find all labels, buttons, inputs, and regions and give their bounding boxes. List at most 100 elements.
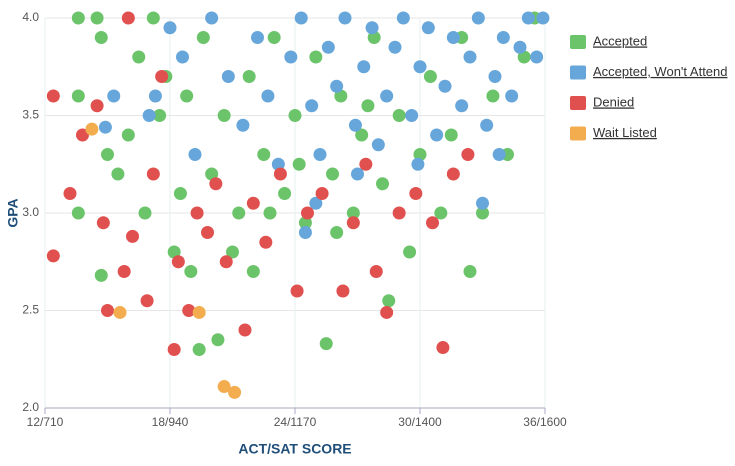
point — [413, 148, 427, 161]
point — [392, 206, 406, 220]
point — [446, 31, 460, 44]
point — [309, 50, 323, 64]
point — [190, 206, 204, 220]
point — [138, 206, 152, 220]
point — [257, 148, 271, 161]
y-tick-label: 3.0 — [22, 205, 39, 219]
point — [182, 304, 196, 317]
point — [90, 11, 104, 25]
y-tick-label: 2.5 — [22, 303, 39, 317]
point — [246, 265, 260, 278]
point — [476, 206, 489, 220]
point — [367, 31, 381, 44]
point — [267, 31, 281, 44]
point — [153, 109, 167, 122]
point — [238, 323, 252, 337]
point — [405, 109, 419, 122]
point — [461, 148, 475, 161]
point — [438, 79, 452, 93]
point — [371, 138, 385, 152]
point — [346, 206, 360, 220]
point — [126, 229, 139, 243]
point — [380, 305, 394, 319]
point — [196, 31, 210, 44]
point — [292, 157, 306, 171]
point — [294, 11, 308, 25]
point — [176, 50, 189, 64]
point — [71, 11, 85, 25]
point — [305, 99, 319, 113]
point — [219, 255, 233, 269]
point — [284, 50, 298, 64]
point — [201, 226, 214, 239]
point — [321, 40, 335, 54]
point — [298, 226, 312, 239]
point — [146, 167, 160, 181]
point — [236, 118, 250, 132]
point — [188, 148, 202, 161]
point — [348, 118, 362, 132]
point — [392, 109, 406, 122]
point — [98, 120, 112, 134]
point — [167, 343, 181, 356]
y-tick-label: 3.5 — [22, 108, 39, 122]
point — [71, 206, 85, 220]
point — [288, 109, 302, 122]
point — [146, 11, 160, 25]
point — [121, 128, 135, 142]
point — [380, 89, 394, 103]
legend-swatch[interactable] — [570, 35, 586, 49]
legend-label[interactable]: Accepted — [593, 33, 647, 48]
point — [365, 21, 379, 35]
point — [315, 187, 329, 200]
point — [513, 40, 527, 54]
point — [376, 177, 389, 191]
legend-swatch[interactable] — [570, 65, 586, 80]
point — [421, 21, 435, 35]
point — [132, 50, 146, 64]
x-tick-label: 12/710 — [27, 415, 64, 429]
legend-swatch[interactable] — [570, 126, 586, 141]
point — [313, 148, 327, 161]
point — [298, 216, 312, 230]
point — [111, 167, 125, 181]
point — [113, 305, 127, 319]
point — [471, 11, 485, 25]
point — [505, 89, 519, 103]
point — [242, 70, 256, 83]
point — [517, 50, 531, 64]
point — [261, 89, 275, 103]
point — [521, 11, 535, 25]
point — [192, 343, 206, 356]
point — [430, 128, 444, 142]
point — [409, 187, 423, 200]
point — [411, 157, 425, 171]
point — [301, 206, 314, 220]
point — [496, 31, 510, 44]
legend-label[interactable]: Wait Listed — [593, 125, 657, 140]
point — [319, 337, 333, 351]
point — [101, 304, 114, 317]
point — [357, 60, 371, 74]
point — [46, 249, 60, 263]
point — [226, 245, 239, 259]
point — [355, 128, 369, 142]
point — [192, 305, 206, 319]
point — [173, 187, 187, 200]
y-tick-label: 2.0 — [22, 400, 39, 414]
point — [338, 11, 352, 25]
point — [205, 11, 219, 25]
point — [76, 128, 89, 142]
legend-label[interactable]: Accepted, Won't Attend — [593, 64, 728, 79]
point — [94, 268, 108, 282]
legend-label[interactable]: Denied — [593, 94, 634, 109]
legend-swatch[interactable] — [570, 96, 586, 110]
point — [480, 118, 494, 132]
point — [140, 294, 154, 308]
point — [396, 11, 410, 25]
point — [403, 245, 417, 259]
point — [488, 70, 502, 83]
point — [94, 31, 108, 44]
point — [330, 226, 344, 239]
